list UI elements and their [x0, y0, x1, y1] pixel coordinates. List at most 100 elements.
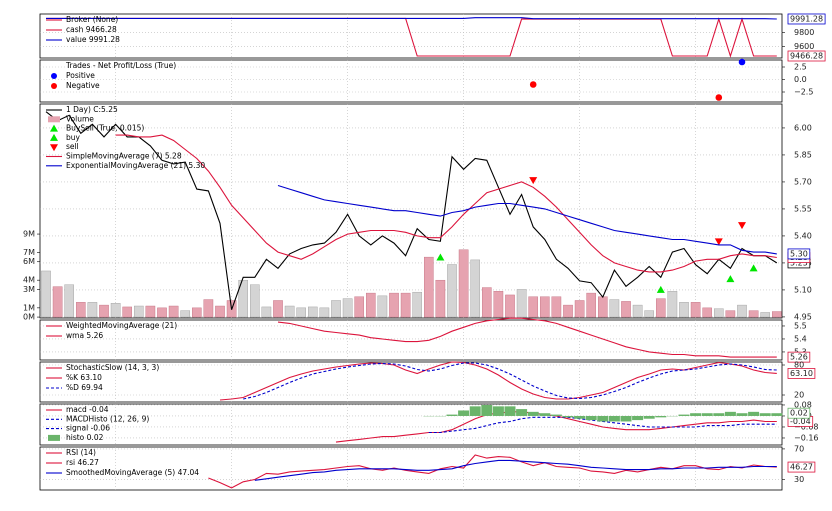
volume-bar — [412, 291, 423, 318]
legend-marker — [50, 144, 58, 152]
legend-label: histo 0.02 — [66, 433, 104, 442]
y-tick-label: 0.0 — [794, 75, 807, 84]
volume-bar — [296, 307, 307, 318]
volume-bar — [133, 305, 144, 318]
volume-bar — [574, 300, 585, 318]
panel-frame — [39, 361, 783, 403]
volume-bar — [470, 259, 481, 318]
y-tick-label: 80 — [794, 361, 804, 370]
histo-bar — [724, 411, 736, 416]
y-tick-label: 9600 — [794, 42, 814, 51]
volume-bar — [331, 300, 341, 318]
end-label: 5.26 — [790, 353, 808, 362]
legend-marker — [48, 434, 60, 441]
line — [428, 416, 777, 434]
histo-bar — [759, 413, 771, 416]
series — [243, 362, 777, 400]
signal-marker — [656, 285, 665, 293]
volume-bar — [725, 310, 736, 318]
volume-bar — [249, 284, 260, 318]
volume-bar — [64, 284, 74, 318]
volume-bar — [52, 286, 63, 318]
legend-marker — [50, 133, 58, 141]
histo-bar — [748, 411, 760, 416]
volume-bar — [435, 279, 446, 318]
y-tick-label: 5.85 — [794, 150, 812, 159]
histo-bar — [690, 413, 702, 416]
histo-bar — [516, 409, 528, 416]
volume-bar — [586, 292, 596, 318]
series — [335, 411, 777, 443]
histo-bar — [574, 415, 586, 419]
y-tick-label: −0.16 — [794, 433, 819, 442]
histo-bar — [736, 413, 748, 416]
volume-bar — [284, 305, 295, 318]
legend-group: MACDHisto (12, 26, 9) — [66, 414, 149, 423]
legend-label: cash 9466.28 — [66, 25, 117, 34]
volume-bar — [168, 305, 179, 318]
volume-bar — [621, 301, 631, 318]
end-label-box — [787, 50, 826, 62]
legend-group: Broker (None) — [66, 15, 118, 24]
volume-bar — [389, 292, 399, 318]
series — [277, 317, 777, 358]
volume-bar — [377, 295, 388, 318]
legend-group: StochasticSlow (14, 3, 3) — [66, 363, 159, 372]
legend-marker — [50, 124, 58, 132]
volume-bar — [516, 289, 527, 318]
volume-bar — [598, 296, 608, 318]
y-tick-label: 2.5 — [794, 63, 807, 72]
line — [208, 454, 777, 489]
line — [243, 362, 777, 400]
volume-bar — [458, 249, 469, 318]
volume-bar — [366, 292, 376, 318]
volume-bar — [180, 310, 191, 318]
volume-bar — [424, 256, 434, 318]
end-label-box — [787, 13, 826, 25]
end-label: 63.10 — [790, 369, 813, 378]
volume-bar — [690, 302, 701, 318]
histo-bar — [643, 415, 655, 419]
y-tick-label: 9800 — [794, 28, 814, 37]
histo-bar — [446, 414, 458, 416]
legend-label: SimpleMovingAverage (7) 5.28 — [66, 152, 182, 161]
volume-bar — [215, 305, 225, 318]
series — [529, 177, 746, 246]
histo-bar — [469, 406, 481, 416]
histo-bar — [655, 415, 667, 418]
legend-label: macd -0.04 — [66, 405, 109, 414]
y-tick-label: 5.40 — [794, 231, 812, 240]
signal-marker — [529, 177, 538, 185]
y-tick-label: 20 — [794, 391, 804, 400]
series — [46, 17, 777, 20]
line — [254, 459, 777, 481]
volume-bar — [737, 304, 747, 318]
volume-bar — [505, 294, 515, 318]
volume-bar — [528, 296, 538, 318]
end-label: 0.02 — [790, 409, 808, 418]
legend-label: wma 5.26 — [66, 331, 103, 340]
trade-dot — [738, 58, 746, 66]
y2-tick-label: 1M — [23, 303, 35, 312]
volume-bar — [644, 310, 654, 318]
end-label-box — [787, 368, 816, 379]
end-label: 9466.28 — [790, 52, 823, 61]
histo-bar — [632, 415, 644, 421]
y-tick-label: 5.55 — [794, 204, 812, 213]
histo-bar — [481, 404, 493, 416]
series — [219, 361, 777, 401]
y-tick-label: 70 — [794, 444, 804, 453]
histo-bar — [585, 415, 597, 421]
y-tick-label: 6.00 — [794, 123, 812, 132]
signal-marker — [726, 275, 735, 283]
legend-label: buy — [66, 133, 81, 142]
y-tick-label: 5.10 — [794, 285, 812, 294]
legend-label: value 9991.28 — [66, 35, 120, 44]
end-label: 5.30 — [790, 249, 808, 258]
y-tick-label: 30 — [794, 475, 804, 484]
histo-bar — [678, 414, 690, 416]
legend-label: Negative — [66, 81, 100, 90]
volume-bar — [319, 307, 330, 318]
volume-bar — [772, 311, 782, 318]
